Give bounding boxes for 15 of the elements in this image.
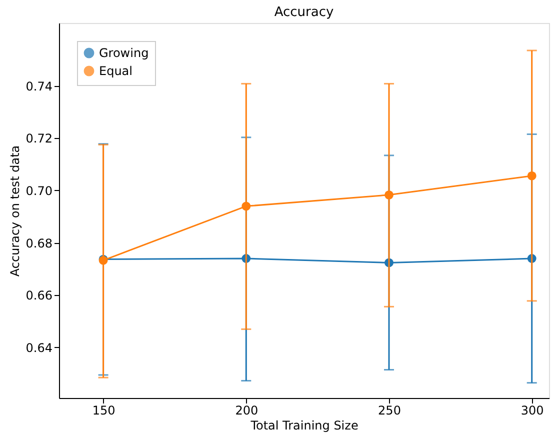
- x-tick-label: 200: [235, 404, 258, 418]
- x-tick-label: 250: [378, 404, 401, 418]
- x-axis-title: Total Training Size: [250, 418, 358, 432]
- y-tick-label: 0.64: [26, 340, 52, 355]
- y-axis-title: Accuracy on test data: [8, 145, 22, 277]
- y-tick-label: 0.68: [26, 236, 52, 250]
- x-tick-label: 300: [520, 404, 544, 418]
- chart-title: Accuracy: [274, 5, 334, 20]
- y-tick-label: 0.70: [26, 184, 52, 198]
- y-tick-label: 0.74: [26, 79, 52, 94]
- legend-label: Equal: [99, 64, 132, 78]
- y-tick-label: 0.66: [26, 288, 52, 303]
- y-tick-label: 0.72: [26, 132, 52, 146]
- x-tick-label: 150: [92, 404, 116, 418]
- legend-label: Growing: [99, 46, 149, 60]
